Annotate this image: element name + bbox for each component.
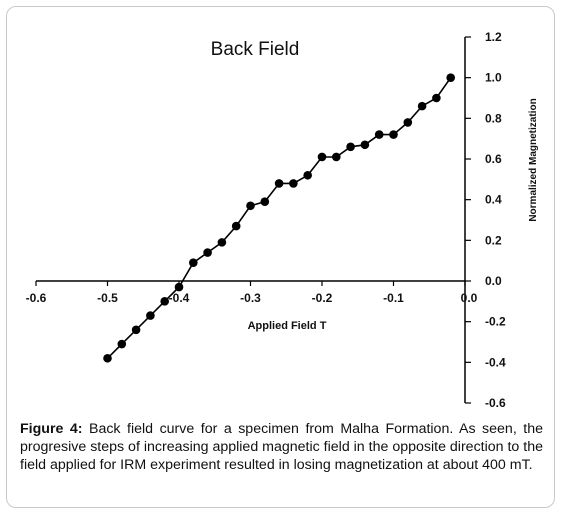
data-point bbox=[146, 311, 155, 320]
data-point bbox=[160, 297, 169, 306]
chart-title: Back Field bbox=[211, 39, 300, 60]
y-tick-label: -0.6 bbox=[485, 396, 506, 410]
series-line bbox=[106, 77, 452, 359]
x-tick-label: -0.6 bbox=[26, 291, 47, 305]
data-point bbox=[446, 73, 456, 82]
x-tick-label: -0.4 bbox=[169, 291, 190, 305]
y-tick-label: 0.2 bbox=[485, 233, 502, 247]
y-tick-label: 1.0 bbox=[485, 71, 502, 85]
data-point bbox=[432, 93, 441, 103]
x-tick-label: -0.5 bbox=[97, 291, 118, 305]
chart-axes: -0.6 -0.5 -0.4 -0.3 -0.2 -0.1 0.0 -0.6 -0.4 -0.2 0… bbox=[26, 30, 506, 410]
data-point bbox=[289, 179, 298, 188]
y-tick-label: 0.6 bbox=[485, 152, 502, 166]
y-tick-label: 1.2 bbox=[485, 30, 502, 44]
data-point bbox=[131, 325, 141, 335]
x-tick-label: -0.2 bbox=[312, 291, 333, 305]
data-point bbox=[317, 152, 327, 162]
data-point bbox=[246, 201, 255, 211]
data-point bbox=[303, 170, 313, 180]
data-point bbox=[174, 282, 184, 292]
caption-label: Figure 4: bbox=[20, 421, 83, 437]
data-point bbox=[231, 221, 241, 231]
x-axis-label: Applied Field T bbox=[248, 320, 327, 332]
data-point bbox=[217, 238, 227, 247]
data-point bbox=[374, 130, 384, 139]
data-point bbox=[403, 118, 413, 127]
figure-frame bbox=[6, 6, 555, 508]
back-field-chart: -0.6 -0.5 -0.4 -0.3 -0.2 -0.1 0.0 -0.6 -0.4 -0.2 0… bbox=[26, 30, 539, 410]
data-point bbox=[389, 130, 398, 139]
data-point bbox=[203, 248, 212, 257]
y-tick-label: -0.4 bbox=[485, 355, 506, 369]
y-tick-label: 0.0 bbox=[485, 274, 502, 288]
data-point bbox=[360, 140, 370, 150]
figure-caption: Figure 4: Back field curve for a specime… bbox=[20, 420, 543, 474]
x-tick-label: -0.1 bbox=[383, 291, 404, 305]
data-point bbox=[189, 258, 198, 268]
y-axis-label: Normalized Magnetization bbox=[528, 98, 539, 221]
data-point bbox=[417, 101, 427, 111]
caption-text: Back field curve for a specimen from Mal… bbox=[20, 421, 543, 473]
data-point bbox=[332, 152, 341, 162]
chart-series bbox=[103, 73, 456, 363]
data-point bbox=[103, 353, 112, 363]
x-tick-label: -0.3 bbox=[240, 291, 261, 305]
y-tick-label: -0.2 bbox=[485, 315, 506, 329]
x-tick-label: 0.0 bbox=[461, 291, 478, 305]
data-point bbox=[260, 197, 270, 206]
data-point bbox=[346, 142, 355, 152]
y-tick-label: 0.8 bbox=[485, 111, 502, 125]
data-point bbox=[117, 339, 127, 349]
y-tick-label: 0.4 bbox=[485, 193, 502, 207]
data-point bbox=[274, 179, 284, 188]
